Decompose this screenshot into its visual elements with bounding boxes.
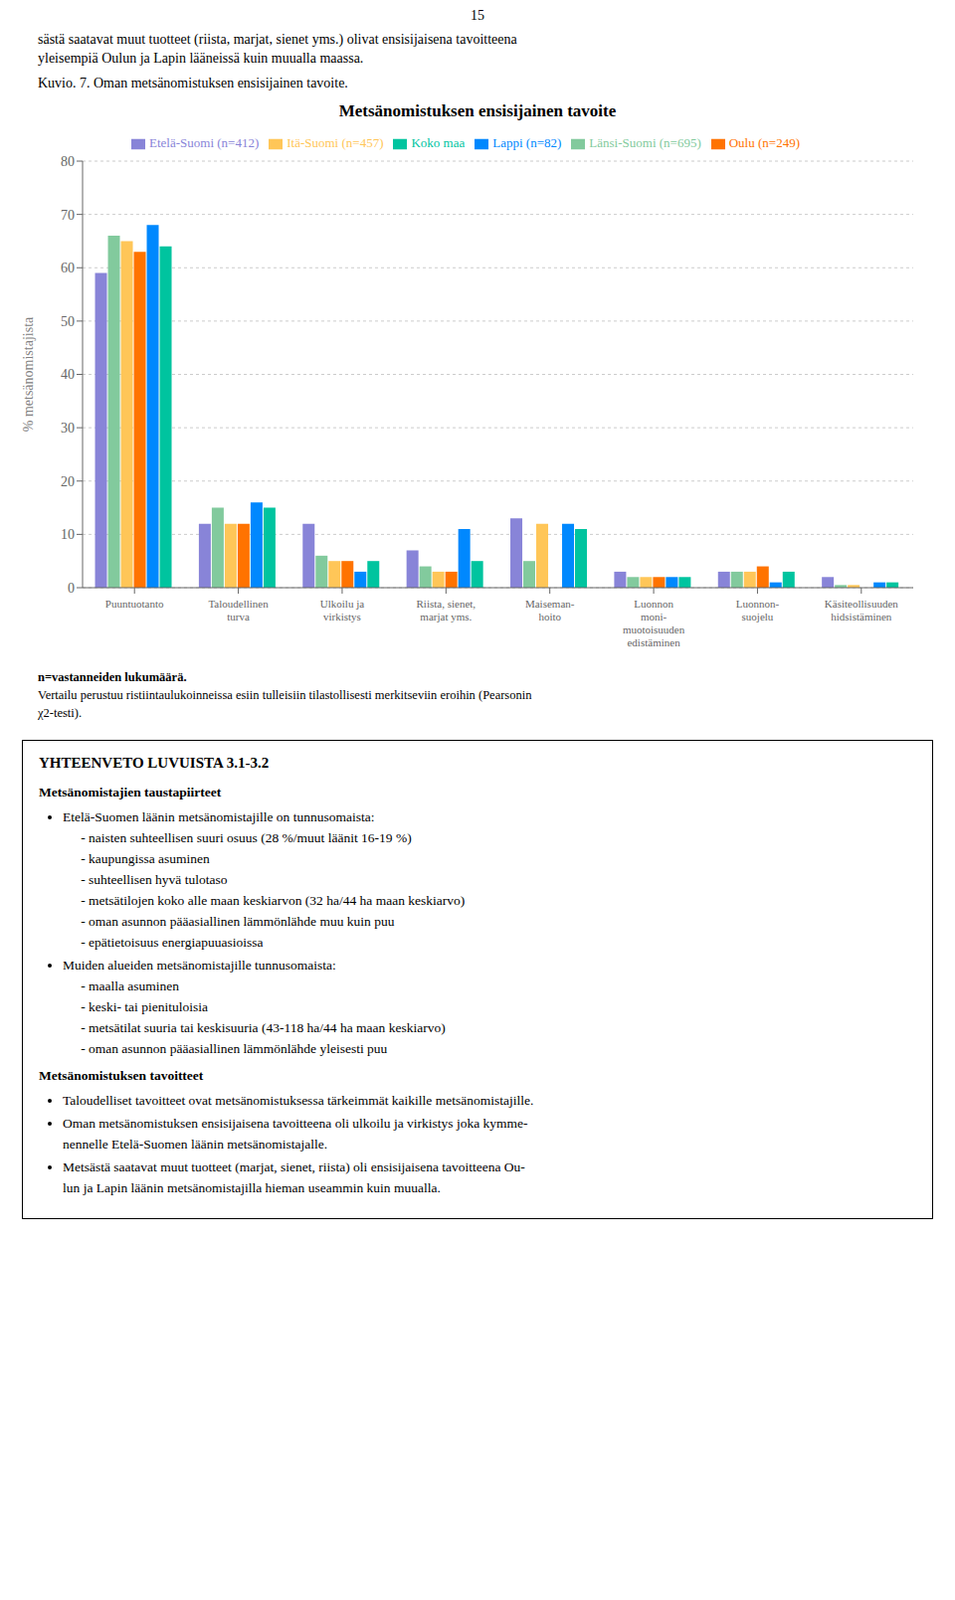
html-text:Lappi (n=82): Lappi (n=82)	[492, 135, 562, 151]
html-text:sästä saatavat muut tuotteet (: sästä saatavat muut tuotteet (riista, ma…	[37, 31, 517, 47]
html-text:Oulu (n=249): Oulu (n=249)	[728, 135, 800, 151]
svg-text:0: 0	[67, 580, 75, 596]
html-text:maalla asuminen: maalla asuminen	[88, 978, 180, 994]
html-text:Metsänomistuksen tavoitteet: Metsänomistuksen tavoitteet	[38, 1068, 204, 1084]
svg-text:Ulkoilu javirkistys: Ulkoilu javirkistys	[320, 597, 365, 623]
html-text:Taloudelliset tavoitteet ovat: Taloudelliset tavoitteet ovat metsänomis…	[62, 1093, 534, 1109]
svg-text:50: 50	[60, 314, 75, 330]
html-text:epätietoisuus energiapuuasiois: epätietoisuus energiapuuasioissa	[88, 935, 264, 951]
html-text:Etelä-Suomen läänin metsänomis: Etelä-Suomen läänin metsänomistajille on…	[62, 809, 375, 825]
svg-text:30: 30	[60, 420, 75, 436]
html-text:YHTEENVETO LUVUISTA 3.1-3.2: YHTEENVETO LUVUISTA 3.1-3.2	[38, 755, 269, 771]
html-text:Metsänomistuksen ensisijainen: Metsänomistuksen ensisijainen tavoite	[338, 101, 617, 121]
html-text:15: 15	[470, 7, 485, 23]
svg-text:Taloudellinenturva: Taloudellinenturva	[207, 597, 269, 623]
html-text:Koko maa: Koko maa	[411, 135, 465, 151]
svg-text:% metsänomistajista: % metsänomistajista	[20, 316, 36, 432]
html-text:keski- tai pienituloisia: keski- tai pienituloisia	[88, 999, 208, 1015]
svg-text:20: 20	[60, 474, 75, 490]
html-text:metsätilat suuria tai keskisuu: metsätilat suuria tai keskisuuria (43-11…	[88, 1020, 446, 1036]
html-text:χ2-testi).: χ2-testi).	[37, 706, 82, 721]
svg-text:Luonnonmoni-muotoisuudenedistä: Luonnonmoni-muotoisuudenedistäminen	[622, 597, 686, 649]
html-text:oman asunnon pääasiallinen läm: oman asunnon pääasiallinen lämmönlähde m…	[88, 914, 395, 930]
html-text:n=vastanneiden lukumäärä.: n=vastanneiden lukumäärä.	[37, 670, 187, 685]
html-text:kaupungissa asuminen: kaupungissa asuminen	[88, 851, 210, 867]
svg-text:Puuntuotanto: Puuntuotanto	[105, 597, 165, 610]
svg-text:Riista, sienet,marjat yms.: Riista, sienet,marjat yms.	[416, 597, 477, 623]
html-text:yleisempiä Oulun ja Lapin lään: yleisempiä Oulun ja Lapin lääneissä kuin…	[37, 50, 364, 66]
svg-text:70: 70	[60, 207, 75, 223]
html-text:Kuvio. 7. Oman metsänomistukse: Kuvio. 7. Oman metsänomistuksen ensisija…	[37, 75, 348, 91]
svg-text:Maiseman-hoito: Maiseman-hoito	[525, 597, 575, 623]
html-text:Vertailu perustuu ristiintaulu: Vertailu perustuu ristiintaulukoinneissa…	[37, 688, 532, 703]
html-text:naisten suhteellisen suuri osu: naisten suhteellisen suuri osuus (28 %/m…	[88, 830, 412, 846]
svg-text:Luonnon-suojelu: Luonnon-suojelu	[736, 597, 780, 623]
svg-text:80: 80	[60, 154, 75, 170]
svg-text:10: 10	[60, 527, 75, 543]
html-text:Itä-Suomi (n=457): Itä-Suomi (n=457)	[286, 135, 384, 151]
html-text:Metsänomistajien taustapiirtee: Metsänomistajien taustapiirteet	[38, 784, 222, 800]
html-text:Muiden alueiden metsänomistaji: Muiden alueiden metsänomistajille tunnus…	[62, 957, 337, 973]
svg-text:Käsiteollisuudenhidsistäminen: Käsiteollisuudenhidsistäminen	[824, 597, 899, 623]
html-text:Oman metsänomistuksen ensisija: Oman metsänomistuksen ensisijaisena tavo…	[62, 1116, 528, 1152]
svg-text:40: 40	[60, 367, 75, 382]
html-text:suhteellisen hyvä tulotaso: suhteellisen hyvä tulotaso	[88, 872, 228, 888]
html-text:Metsästä saatavat muut tuottee: Metsästä saatavat muut tuotteet (marjat,…	[62, 1159, 526, 1196]
html-text:oman asunnon pääasiallinen läm: oman asunnon pääasiallinen lämmönlähde y…	[88, 1041, 388, 1057]
html-text:metsätilojen koko alle maan ke: metsätilojen koko alle maan keskiarvon (…	[88, 893, 465, 909]
html-text:Länsi-Suomi (n=695): Länsi-Suomi (n=695)	[589, 135, 702, 151]
html-text:Etelä-Suomi (n=412): Etelä-Suomi (n=412)	[149, 135, 259, 151]
svg-text:60: 60	[60, 260, 75, 276]
